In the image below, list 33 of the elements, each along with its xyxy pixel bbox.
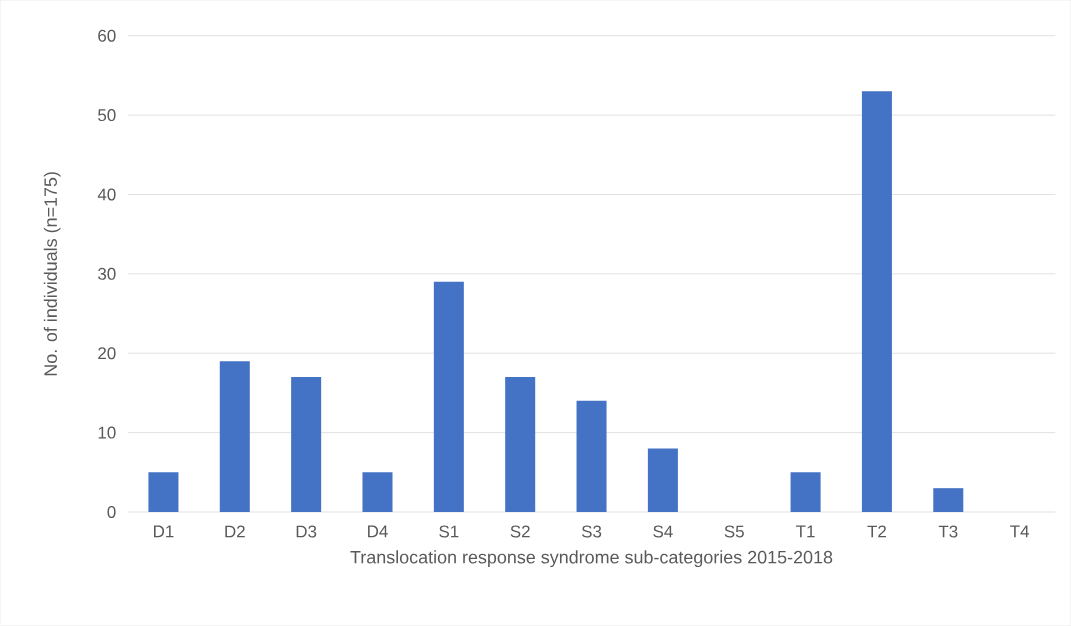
x-tick-label: D1 [154,525,174,538]
y-tick-label: 30 [98,267,116,280]
x-tick-label: D2 [225,525,245,538]
y-axis-title: No. of individuals (n=175) [43,172,61,376]
bar [933,488,964,513]
x-tick-label: T2 [867,525,886,538]
x-tick-label: T4 [1010,525,1030,538]
x-tick-label: T1 [796,525,815,538]
bar [576,400,607,513]
bar [148,472,179,513]
y-tick-label: 0 [107,506,116,519]
bar [790,472,821,513]
y-tick-label: 50 [98,109,116,122]
x-tick-label: S4 [653,525,673,538]
x-tick-label: D3 [296,525,317,538]
bar [647,448,678,513]
y-tick-label: 60 [98,29,116,42]
y-tick-label: 40 [97,188,116,201]
bar [433,281,464,513]
x-tick-label: S3 [581,525,602,538]
y-tick-label: 10 [98,426,116,439]
x-tick-label: S1 [439,525,459,538]
x-tick-label: T3 [938,525,958,538]
x-axis-title: Translocation response syndrome sub-categories 2015-2018 [350,550,833,568]
bar [861,91,892,513]
bar [362,472,393,513]
bar [219,361,250,513]
x-tick-label: D4 [368,525,388,538]
x-tick-label: S2 [510,525,530,538]
bar [505,377,536,513]
bar [291,377,322,513]
x-tick-label: S5 [724,525,744,538]
y-tick-label: 20 [98,347,116,360]
